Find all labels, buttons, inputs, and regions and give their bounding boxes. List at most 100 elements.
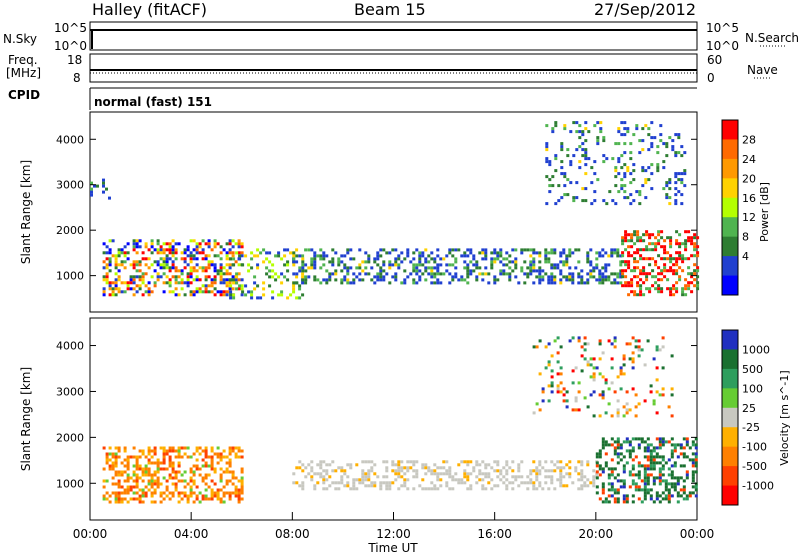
velocity-cell-103 [135, 482, 139, 486]
power-cell-1552 [683, 184, 687, 188]
power-cell-1350 [566, 154, 570, 158]
velocity-cell-956 [646, 437, 650, 441]
power-cell-562 [319, 266, 323, 270]
velocity-cell-1133 [538, 339, 542, 343]
velocity-cell-997 [655, 461, 659, 465]
velocity-cell-1141 [547, 342, 551, 346]
velocity-cell-366 [228, 458, 232, 462]
velocity-cell-952 [643, 488, 647, 492]
velocity-cell-1255 [628, 342, 632, 346]
velocity-cell-89 [132, 470, 136, 474]
velocity-cell-966 [646, 479, 650, 483]
power-cell-49 [117, 263, 121, 267]
power-cell-995 [592, 275, 596, 279]
velocity-cell-1101 [688, 458, 692, 462]
power-cell-1522 [668, 202, 672, 206]
power-cell-753 [442, 272, 446, 276]
power-cell-1373 [581, 133, 585, 137]
velocity-cell-1300 [670, 414, 674, 418]
velocity-cell-33 [114, 464, 118, 468]
power-cell-1061 [624, 239, 628, 243]
velocity-cell-1162 [559, 372, 563, 376]
velocity-cell-779 [580, 472, 584, 476]
velocity-cell-135 [147, 449, 151, 453]
power-cell-859 [511, 269, 515, 273]
velocity-cell-1176 [574, 366, 578, 370]
velocity-cell-867 [616, 461, 620, 465]
power-cell-1442 [623, 151, 627, 155]
power-cell-1120 [639, 278, 643, 282]
power-cell-305 [210, 248, 214, 252]
power-cell-1418 [614, 142, 618, 146]
velocity-cell-361 [225, 482, 229, 486]
velocity-cell-1115 [691, 491, 695, 495]
power-cell-75 [129, 275, 133, 279]
velocity-cell-712 [529, 478, 533, 482]
power-cell-1127 [642, 248, 646, 252]
power-cell-61 [123, 245, 127, 249]
velocity-panel-frame [89, 317, 698, 521]
power-cell-168 [162, 290, 166, 294]
power-cell-921 [550, 248, 554, 252]
velocity-cell-194 [165, 452, 169, 456]
power-cell-933 [553, 275, 557, 279]
power-cell-1144 [648, 236, 652, 240]
velocity-cell-946 [643, 470, 647, 474]
power-cell-808 [481, 248, 485, 252]
velocity-cell-325 [213, 452, 217, 456]
power-cell-448 [256, 296, 260, 300]
velocity-cell-598 [439, 466, 443, 470]
velocity-cell-448 [325, 469, 329, 473]
velocity-cell-1043 [667, 497, 671, 501]
velocity-cell-1226 [610, 342, 614, 346]
velocity-cell-971 [649, 449, 653, 453]
velocity-cell-502 [367, 475, 371, 479]
power-cell-1181 [660, 245, 664, 249]
power-cell-30 [111, 254, 115, 258]
velocity-cell-208 [168, 491, 172, 495]
power-cell-1035 [616, 248, 620, 252]
velocity-cell-144 [147, 488, 151, 492]
power-cell-1075 [627, 263, 631, 267]
power-cell-728 [430, 257, 434, 261]
velocity-colorbar-swatch-8 [722, 485, 738, 506]
power-cell-749 [439, 263, 443, 267]
velocity-cell-1279 [649, 390, 653, 394]
velocity-cell-555 [403, 484, 407, 488]
power-cell-387 [237, 239, 241, 243]
velocity-cell-241 [180, 473, 184, 477]
power-cell-994 [592, 269, 596, 273]
velocity-cell-740 [550, 460, 554, 464]
power-cell-278 [201, 248, 205, 252]
power-cell-200 [174, 248, 178, 252]
power-cell-1534 [674, 199, 678, 203]
power-cell-692 [412, 251, 416, 255]
velocity-cell-1109 [691, 464, 695, 468]
power-cell-345 [222, 281, 226, 285]
power-cell-128 [147, 287, 151, 291]
power-colorbar-tick-3: 16 [742, 192, 756, 205]
velocity-cell-1058 [673, 446, 677, 450]
velocity-cell-417 [301, 469, 305, 473]
power-cell-473 [277, 251, 281, 255]
velocity-cell-1042 [667, 494, 671, 498]
power-cell-680 [400, 260, 404, 264]
velocity-cell-119 [141, 470, 145, 474]
power-cell-154 [159, 251, 163, 255]
velocity-cell-1179 [574, 408, 578, 412]
power-cell-601 [346, 266, 350, 270]
power-cell-943 [559, 278, 563, 282]
velocity-cell-552 [403, 472, 407, 476]
power-cell-1356 [569, 181, 573, 185]
velocity-cell-877 [619, 458, 623, 462]
power-cell-1314 [545, 148, 549, 152]
power-cell-1150 [648, 287, 652, 291]
velocity-colorbar-swatch-4 [722, 407, 738, 428]
power-cell-1462 [632, 163, 636, 167]
velocity-colorbar-swatch-2 [722, 368, 738, 389]
velocity-cell-642 [472, 469, 476, 473]
velocity-cell-741 [550, 469, 554, 473]
power-cell-27 [108, 287, 112, 291]
power-cell-480 [280, 290, 284, 294]
velocity-cell-656 [484, 463, 488, 467]
